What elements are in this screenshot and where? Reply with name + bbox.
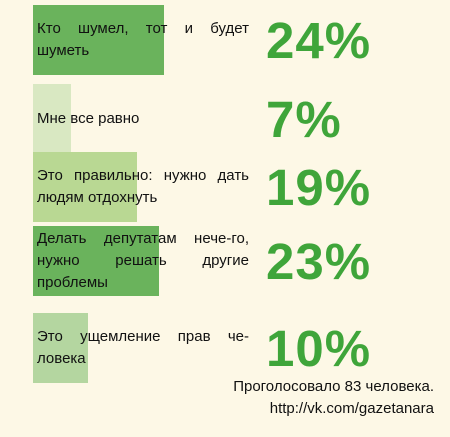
- poll-row: Делать депутатам нече-го, нужно решать д…: [0, 226, 450, 296]
- poll-bar: [33, 152, 137, 222]
- poll-option-label: Это ущемление прав че-ловека: [37, 328, 249, 367]
- vote-count-text: Проголосовало 83 человека.: [233, 378, 434, 395]
- source-link[interactable]: http://vk.com/gazetanara: [269, 400, 434, 417]
- poll-option-label: Делать депутатам нече-го, нужно решать д…: [37, 230, 249, 291]
- poll-row: Мне все равно 7%: [0, 84, 450, 154]
- poll-percentage: 10%: [266, 319, 372, 377]
- poll-percentage: 7%: [266, 90, 342, 148]
- poll-footer: Проголосовало 83 человека. http://vk.com…: [233, 376, 434, 420]
- poll-row: Это правильно: нужно дать людям отдохнут…: [0, 152, 450, 222]
- poll-bar: [33, 226, 159, 296]
- poll-percentage: 24%: [266, 11, 372, 69]
- poll-option-label: Кто шумел, тот и будет шуметь: [37, 20, 249, 59]
- poll-bar: [33, 5, 164, 75]
- poll-bar: [33, 84, 71, 154]
- poll-percentage: 23%: [266, 232, 372, 290]
- poll-option-label: Это правильно: нужно дать людям отдохнут…: [37, 167, 249, 206]
- poll-bar: [33, 313, 88, 383]
- poll-row: Кто шумел, тот и будет шуметь 24%: [0, 5, 450, 75]
- poll-percentage: 19%: [266, 158, 372, 216]
- poll-option-label: Мне все равно: [37, 110, 140, 127]
- poll-row: Это ущемление прав че-ловека 10%: [0, 313, 450, 383]
